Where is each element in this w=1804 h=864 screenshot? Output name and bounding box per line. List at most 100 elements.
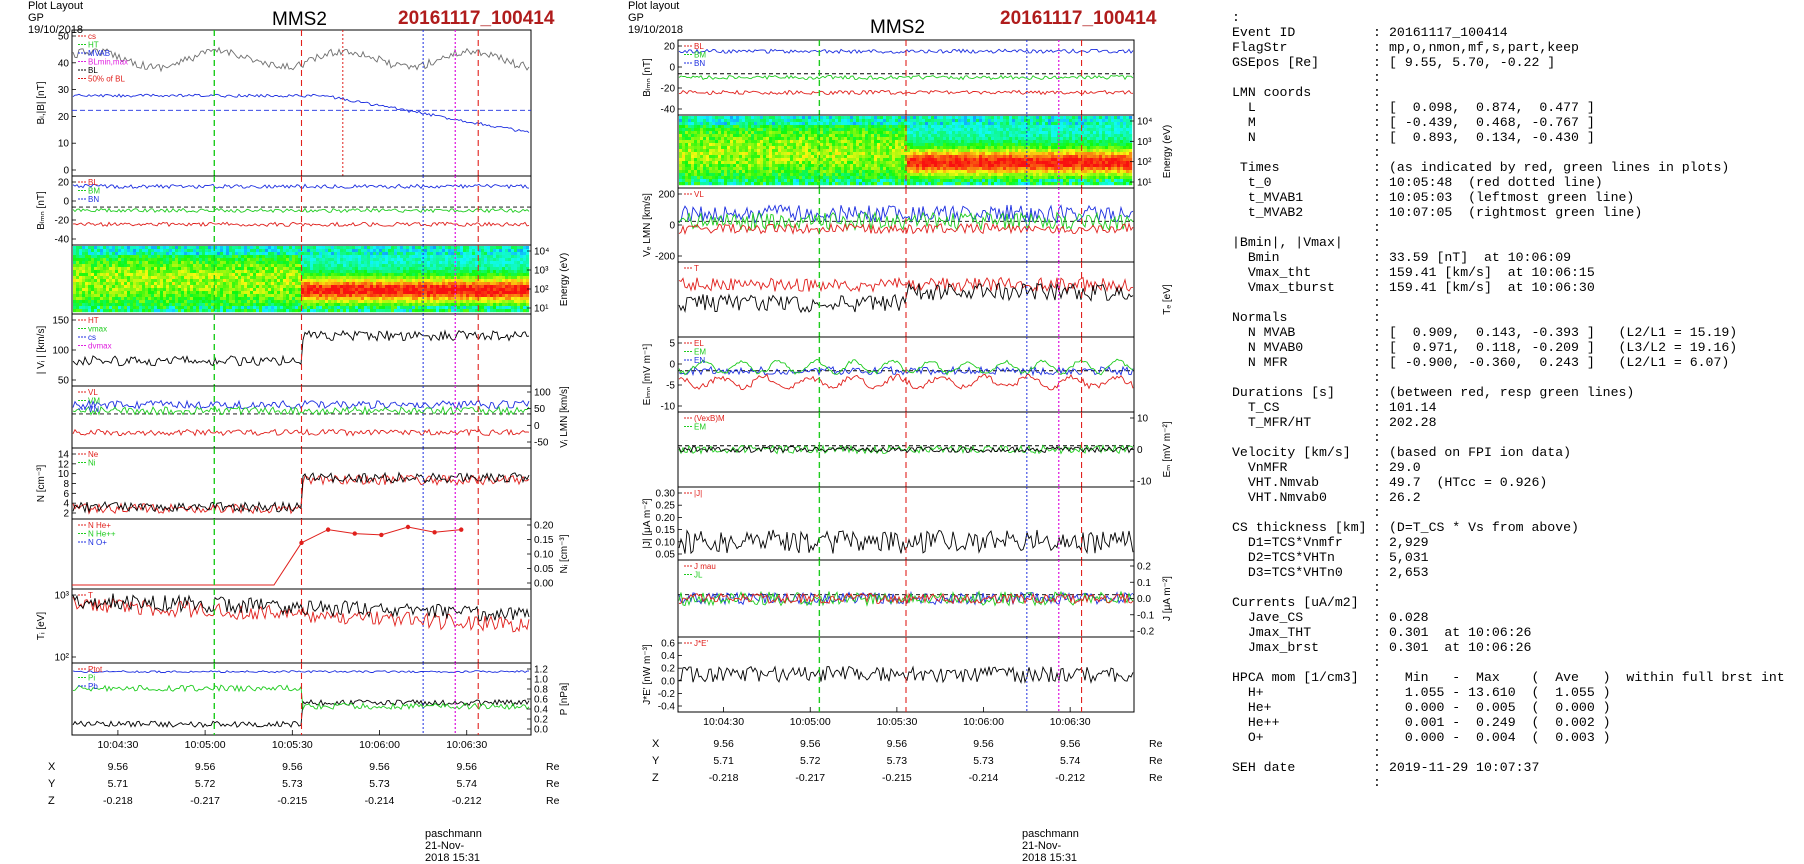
panel-j-legend-item: |J| bbox=[694, 489, 702, 498]
position-value: -0.212 bbox=[452, 795, 482, 807]
position-value: 5.71 bbox=[713, 755, 734, 767]
info-value: 0.301 at 10:06:26 bbox=[1389, 640, 1531, 655]
position-row-label: Z bbox=[48, 795, 55, 807]
info-colon: : bbox=[1373, 475, 1381, 490]
info-colon: : bbox=[1373, 115, 1381, 130]
info-colon: : bbox=[1373, 55, 1381, 70]
panel-ve-tick-label: 200 bbox=[658, 190, 675, 201]
panel-e-tick-label: 0 bbox=[669, 360, 675, 371]
info-colon: : bbox=[1373, 265, 1381, 280]
info-colon: : bbox=[1373, 355, 1381, 370]
info-colon: : bbox=[1373, 445, 1381, 460]
info-key: D1=TCS*Vnmfr bbox=[1232, 535, 1343, 550]
time-tick-label: 10:04:30 bbox=[97, 739, 138, 751]
position-value: 9.56 bbox=[195, 761, 216, 773]
info-key: H+ bbox=[1232, 685, 1264, 700]
position-unit: Re bbox=[1149, 738, 1163, 750]
panel-b-legend-item: 50% of BL bbox=[88, 75, 125, 84]
panel-em-tick-label: 10 bbox=[1137, 414, 1149, 425]
info-colon: : bbox=[1373, 415, 1381, 430]
panel-hpca-legend-item: N O+ bbox=[88, 538, 107, 547]
info-key: He+ bbox=[1232, 700, 1272, 715]
info-colon: : bbox=[1373, 460, 1381, 475]
info-colon: : bbox=[1373, 295, 1381, 310]
position-row-label: Y bbox=[48, 778, 56, 790]
info-colon: : bbox=[1373, 160, 1381, 175]
panel-p-tick-label: 0.0 bbox=[534, 725, 548, 736]
panel-vilmn-ylabel: Vᵢ LMN [km/s] bbox=[559, 386, 570, 448]
info-colon: : bbox=[1373, 130, 1381, 145]
panel-je-tick-label: 0.6 bbox=[661, 639, 675, 650]
info-key: He++ bbox=[1232, 715, 1279, 730]
time-tick-label: 10:06:00 bbox=[359, 739, 400, 751]
panel-je-tick-label: -0.4 bbox=[658, 702, 676, 713]
info-colon: : bbox=[1373, 235, 1381, 250]
info-value: 159.41 [km/s] at 10:06:30 bbox=[1389, 280, 1595, 295]
info-value: Min - Max ( Ave ) within full brst int bbox=[1389, 670, 1785, 685]
info-key: |Bmin|, |Vmax| bbox=[1232, 235, 1343, 250]
info-key: LMN coords bbox=[1232, 85, 1311, 100]
panel-blmn-tick-label: -20 bbox=[55, 216, 70, 227]
panel-n-ylabel: N [cm⁻³] bbox=[36, 465, 47, 503]
info-value: (based on FPI ion data) bbox=[1389, 445, 1571, 460]
panel-b-tick-label: 10 bbox=[58, 139, 70, 150]
position-value: 9.56 bbox=[369, 761, 390, 773]
info-colon: : bbox=[1373, 205, 1381, 220]
panel-blmn-tick-label: 0 bbox=[63, 197, 69, 208]
panel-vi-tick-label: 50 bbox=[58, 376, 70, 387]
info-value: 2019-11-29 10:07:37 bbox=[1389, 760, 1539, 775]
position-unit: Re bbox=[1149, 772, 1163, 784]
position-value: 5.73 bbox=[973, 755, 994, 767]
time-tick-label: 10:05:30 bbox=[272, 739, 313, 751]
info-key: T_CS bbox=[1232, 400, 1279, 415]
position-row-label: Z bbox=[652, 772, 659, 784]
info-colon: : bbox=[1373, 670, 1381, 685]
info-key: : bbox=[1232, 10, 1240, 25]
info-key: Velocity [km/s] bbox=[1232, 445, 1351, 460]
info-value: 202.28 bbox=[1389, 415, 1436, 430]
panel-ti-tick-label: 10³ bbox=[55, 591, 70, 602]
panel-spec-tick-label: 10¹ bbox=[534, 304, 549, 315]
info-colon: : bbox=[1373, 25, 1381, 40]
panel-vi-tick-label: 150 bbox=[52, 316, 69, 327]
info-key: Times bbox=[1232, 160, 1279, 175]
info-key: M bbox=[1232, 115, 1256, 130]
info-colon: : bbox=[1373, 745, 1381, 760]
position-value: 9.56 bbox=[108, 761, 129, 773]
panel-je-legend-item: J*E' bbox=[694, 639, 708, 648]
panel-blmn-tick-label: 0 bbox=[669, 63, 675, 74]
panel-j-tick-label: 0.25 bbox=[656, 501, 676, 512]
panel-e-ylabel: Eₗₘₙ [mV m⁻¹] bbox=[642, 343, 653, 405]
position-value: 5.71 bbox=[108, 778, 129, 790]
info-value: 49.7 (HTcc = 0.926) bbox=[1389, 475, 1547, 490]
panel-b-tick-label: 30 bbox=[58, 85, 70, 96]
position-value: -0.218 bbox=[103, 795, 133, 807]
panel-blmn-legend-item: BN bbox=[88, 195, 99, 204]
info-colon: : bbox=[1373, 370, 1381, 385]
info-colon: : bbox=[1373, 175, 1381, 190]
panel-spec-tick-label: 10³ bbox=[534, 266, 549, 277]
panel-b-tick-label: 40 bbox=[58, 58, 70, 69]
position-value: 9.56 bbox=[973, 738, 994, 750]
info-colon: : bbox=[1373, 640, 1381, 655]
panel-ve-tick-label: 0 bbox=[669, 221, 675, 232]
info-value: (between red, resp green lines) bbox=[1389, 385, 1634, 400]
panel-spec-ylabel: Energy (eV) bbox=[559, 253, 570, 306]
position-value: 5.73 bbox=[369, 778, 390, 790]
time-tick-label: 10:06:30 bbox=[446, 739, 487, 751]
panel-spec-tick-label: 10³ bbox=[1137, 137, 1152, 148]
panel-e-tick-label: -5 bbox=[666, 381, 675, 392]
info-key: CS thickness [km] bbox=[1232, 520, 1367, 535]
panel-jlmn-tick-label: 0.2 bbox=[1137, 562, 1151, 573]
panel-ve-legend-item: VL bbox=[694, 190, 704, 199]
panel-je-ylabel: J*E' [nW m⁻³] bbox=[642, 644, 653, 705]
panel-ti-tick-label: 10² bbox=[55, 653, 70, 664]
info-colon: : bbox=[1373, 340, 1381, 355]
position-value: 9.56 bbox=[800, 738, 821, 750]
position-value: 5.74 bbox=[457, 778, 478, 790]
panel-j-tick-label: 0.15 bbox=[656, 525, 676, 536]
panel-vilmn-legend-item: VN bbox=[88, 405, 99, 414]
position-row-label: X bbox=[48, 761, 56, 773]
